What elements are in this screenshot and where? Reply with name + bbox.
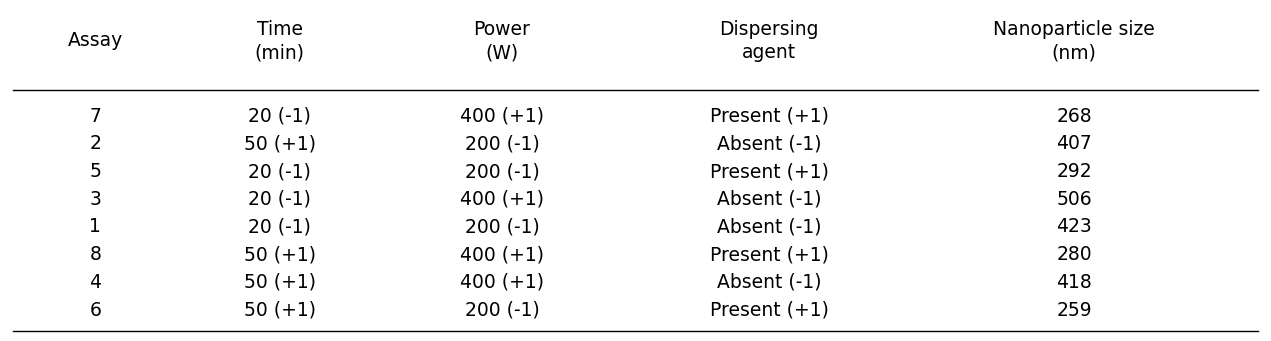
Text: 400 (+1): 400 (+1)	[460, 190, 544, 209]
Text: Absent (-1): Absent (-1)	[717, 134, 821, 153]
Text: 1: 1	[89, 218, 102, 236]
Text: 400 (+1): 400 (+1)	[460, 273, 544, 292]
Text: 20 (-1): 20 (-1)	[248, 162, 311, 181]
Text: Dispersing
agent: Dispersing agent	[719, 20, 819, 62]
Text: 3: 3	[89, 190, 102, 209]
Text: 20 (-1): 20 (-1)	[248, 190, 311, 209]
Text: 7: 7	[89, 107, 102, 125]
Text: 200 (-1): 200 (-1)	[465, 162, 539, 181]
Text: 423: 423	[1056, 218, 1092, 236]
Text: Assay: Assay	[67, 31, 123, 50]
Text: Absent (-1): Absent (-1)	[717, 273, 821, 292]
Text: Absent (-1): Absent (-1)	[717, 218, 821, 236]
Text: 407: 407	[1056, 134, 1092, 153]
Text: 50 (+1): 50 (+1)	[244, 301, 315, 320]
Text: 50 (+1): 50 (+1)	[244, 134, 315, 153]
Text: Present (+1): Present (+1)	[709, 107, 829, 125]
Text: 8: 8	[89, 245, 102, 264]
Text: 292: 292	[1056, 162, 1092, 181]
Text: 268: 268	[1056, 107, 1092, 125]
Text: Present (+1): Present (+1)	[709, 301, 829, 320]
Text: 50 (+1): 50 (+1)	[244, 273, 315, 292]
Text: 506: 506	[1056, 190, 1092, 209]
Text: 2: 2	[89, 134, 102, 153]
Text: 200 (-1): 200 (-1)	[465, 134, 539, 153]
Text: 5: 5	[89, 162, 102, 181]
Text: 200 (-1): 200 (-1)	[465, 301, 539, 320]
Text: 20 (-1): 20 (-1)	[248, 107, 311, 125]
Text: 200 (-1): 200 (-1)	[465, 218, 539, 236]
Text: Power
(W): Power (W)	[474, 20, 530, 62]
Text: 4: 4	[89, 273, 102, 292]
Text: 280: 280	[1056, 245, 1092, 264]
Text: 418: 418	[1056, 273, 1092, 292]
Text: 400 (+1): 400 (+1)	[460, 245, 544, 264]
Text: 6: 6	[89, 301, 102, 320]
Text: 259: 259	[1056, 301, 1092, 320]
Text: 400 (+1): 400 (+1)	[460, 107, 544, 125]
Text: Nanoparticle size
(nm): Nanoparticle size (nm)	[993, 20, 1155, 62]
Text: Present (+1): Present (+1)	[709, 245, 829, 264]
Text: 20 (-1): 20 (-1)	[248, 218, 311, 236]
Text: 50 (+1): 50 (+1)	[244, 245, 315, 264]
Text: Present (+1): Present (+1)	[709, 162, 829, 181]
Text: Absent (-1): Absent (-1)	[717, 190, 821, 209]
Text: Time
(min): Time (min)	[254, 20, 305, 62]
